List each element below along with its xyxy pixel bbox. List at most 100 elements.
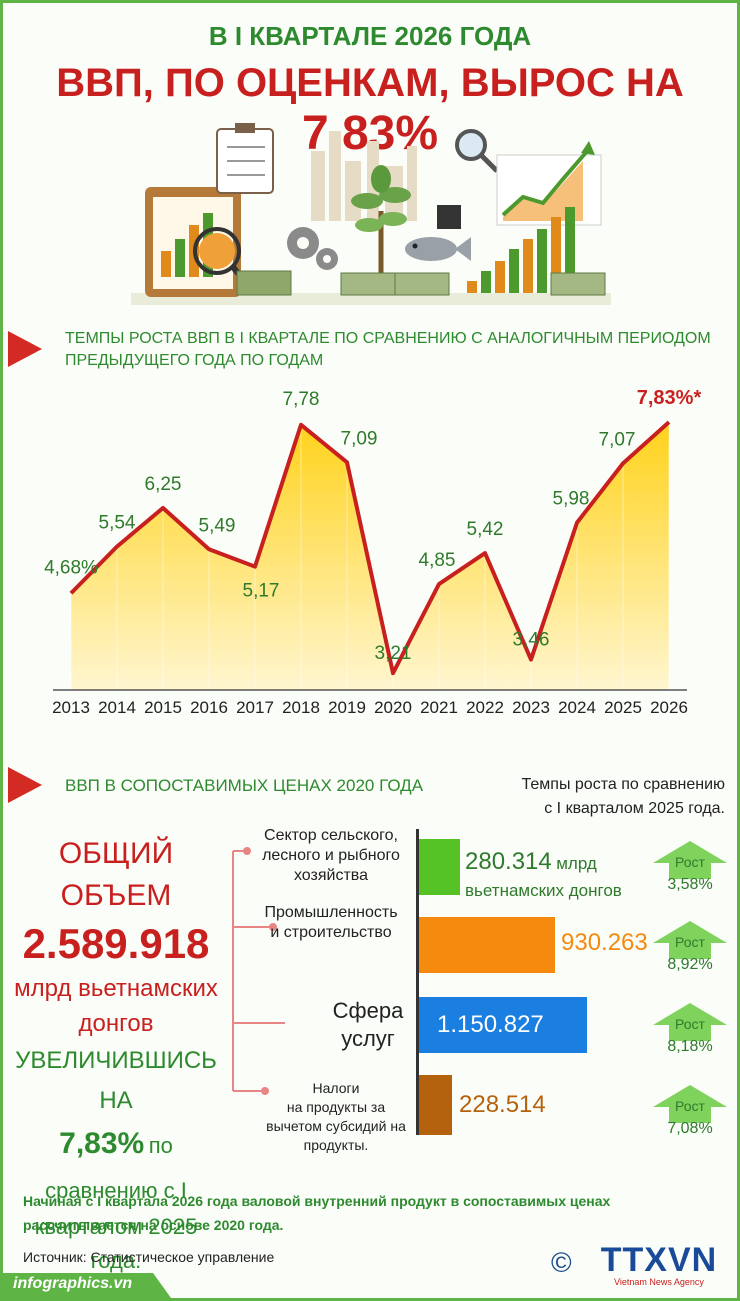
growth-badge-services: Рост 8,18% bbox=[651, 1001, 729, 1056]
sector-label-line: Промышленность bbox=[264, 904, 398, 921]
site-link[interactable]: infographics.vn bbox=[13, 1275, 133, 1292]
sector-bar-taxes bbox=[419, 1075, 452, 1135]
chart-data-label: 7,83%* bbox=[637, 387, 702, 409]
sector-value-unit-line2: вьетнамских донгов bbox=[465, 881, 622, 900]
money-stack-icon bbox=[236, 270, 606, 296]
up-arrow-icon bbox=[653, 841, 727, 879]
microchip-icon bbox=[437, 205, 461, 229]
up-arrow-icon bbox=[653, 1003, 727, 1041]
sector-value-number: 280.314 bbox=[465, 848, 552, 875]
note-line2: рассчитывается на основе 2020 года. bbox=[23, 1217, 284, 1233]
up-arrow-icon bbox=[653, 921, 727, 959]
sector-bar-services bbox=[419, 997, 587, 1053]
growth-caption-line1: Темпы роста по сравнению bbox=[521, 776, 725, 793]
chart-section-title-line2: ПРЕДЫДУЩЕГО ГОДА ПО ГОДАМ bbox=[65, 352, 324, 369]
sector-bar-agriculture bbox=[419, 839, 460, 895]
bar-stack-icon bbox=[467, 207, 575, 293]
chart-data-label: 4,68% bbox=[44, 557, 98, 578]
spacer bbox=[555, 1043, 556, 1044]
sector-label-agriculture: Сектор сельского, лесного и рыбного хозя… bbox=[249, 826, 413, 886]
sector-label-line: на продукты за bbox=[286, 1099, 386, 1115]
gdp-section-title: ВВП В СОПОСТАВИМЫХ ЦЕНАХ 2020 ГОДА bbox=[65, 776, 424, 795]
increase-value: 7,83% bbox=[59, 1127, 145, 1160]
economy-illustration bbox=[131, 123, 611, 305]
source-note: Источник: Статистическое управление bbox=[23, 1249, 275, 1265]
compare-line1: сравнению с I bbox=[45, 1178, 187, 1203]
chart-x-tick: 2025 bbox=[604, 698, 642, 717]
growth-label: Рост bbox=[675, 934, 705, 950]
increase-line: 7,83% по bbox=[7, 1121, 225, 1172]
chart-data-label: 7,78 bbox=[283, 389, 320, 410]
header-line2-prefix: ВВП, ПО ОЦЕНКАМ, ВЫРОС НА bbox=[56, 61, 684, 105]
chart-x-tick: 2014 bbox=[98, 698, 136, 717]
note-line1: Начиная с I квартала 2026 года валовой в… bbox=[23, 1193, 611, 1209]
growth-label: Рост bbox=[675, 1098, 705, 1114]
sector-label-line: Налоги bbox=[312, 1080, 360, 1096]
chart-data-label: 3,46 bbox=[513, 630, 550, 651]
header-line1: В I КВАРТАЛЕ 2026 ГОДА bbox=[208, 21, 532, 51]
sector-bar-industry bbox=[419, 917, 555, 973]
chart-data-label: 3,21 bbox=[375, 643, 412, 664]
sector-value-taxes: 228.514 bbox=[459, 1091, 546, 1118]
compare-line2: кварталом 2025 года. bbox=[34, 1214, 198, 1273]
footer-strip bbox=[3, 1273, 171, 1298]
growth-value: 7,08% bbox=[667, 1120, 713, 1137]
gdp-growth-chart: 4,68% 5,54 6,25 5,49 5,17 7,78 7,09 3,21 4,85 5,4… bbox=[44, 387, 702, 717]
chart-gridlines bbox=[70, 422, 670, 690]
total-label: ОБЩИЙ ОБЪЕМ bbox=[58, 837, 174, 912]
growth-value: 3,58% bbox=[667, 876, 713, 893]
clipboard-chart-icon bbox=[145, 187, 252, 297]
sector-value-services: 1.150.827 bbox=[437, 1011, 544, 1038]
chart-data-label: 7,07 bbox=[599, 429, 636, 450]
chart-x-tick: 2024 bbox=[558, 698, 596, 717]
agency-logo-sub: Vietnam News Agency bbox=[614, 1277, 704, 1287]
growth-chart-icon bbox=[496, 141, 602, 226]
growth-caption: Темпы роста по сравнению с I кварталом 2… bbox=[483, 773, 725, 821]
growth-value: 8,92% bbox=[667, 956, 713, 973]
sector-value-agriculture: 280.314 млрд вьетнамских донгов bbox=[465, 849, 622, 904]
sector-label-taxes: Налоги на продукты за вычетом субсидий н… bbox=[259, 1079, 413, 1155]
chart-data-label: 5,49 bbox=[199, 515, 236, 536]
gears-icon bbox=[287, 227, 338, 270]
chart-series-line bbox=[69, 420, 671, 676]
chart-section-title-line1: ТЕМПЫ РОСТА ВВП В I КВАРТАЛЕ ПО СРАВНЕНИ… bbox=[65, 330, 711, 347]
connector-bracket bbox=[232, 847, 285, 1095]
chart-data-label: 5,17 bbox=[243, 581, 280, 602]
sector-label-line: вычетом субсидий на bbox=[266, 1118, 406, 1134]
growth-badge-agriculture: Рост 3,58% bbox=[651, 839, 729, 894]
chart-data-label: 6,25 bbox=[145, 474, 182, 495]
section-marker-icon-2 bbox=[8, 767, 42, 803]
sector-value-industry: 930.263 bbox=[561, 929, 648, 956]
total-unit-line1: млрд вьетнамских bbox=[14, 975, 218, 1002]
sector-label-line: продукты. bbox=[303, 1137, 369, 1153]
sector-label-line: Сфера bbox=[332, 998, 404, 1023]
chart-x-tick: 2018 bbox=[282, 698, 320, 717]
chart-area-fill bbox=[71, 422, 669, 690]
sector-label-line: услуг bbox=[341, 1026, 395, 1051]
total-unit-line2: донгов bbox=[78, 1010, 154, 1037]
chart-data-label: 7,09 bbox=[341, 428, 378, 449]
chart-x-tick: 2013 bbox=[52, 698, 90, 717]
growth-value: 8,18% bbox=[667, 1038, 713, 1055]
chart-x-tick: 2021 bbox=[420, 698, 458, 717]
agency-logo-text: TTXVN bbox=[600, 1241, 718, 1279]
up-arrow-icon bbox=[653, 1085, 727, 1123]
sector-label-line: Сектор сельского, bbox=[264, 827, 398, 844]
increase-label: УВЕЛИЧИВШИСЬ НА bbox=[15, 1047, 217, 1114]
magnifier-icon bbox=[455, 129, 499, 173]
chart-x-tick: 2020 bbox=[374, 698, 412, 717]
chart-x-tick: 2017 bbox=[236, 698, 274, 717]
chart-data-label: 4,85 bbox=[419, 550, 456, 571]
sector-axis bbox=[416, 829, 419, 1135]
sector-label-line: лесного и рыбного bbox=[262, 847, 400, 864]
fish-icon bbox=[405, 237, 471, 261]
copyright-icon: © bbox=[551, 1247, 572, 1278]
growth-badge-taxes: Рост 7,08% bbox=[651, 1083, 729, 1138]
chart-data-label: 5,98 bbox=[553, 489, 590, 510]
chart-x-tick: 2015 bbox=[144, 698, 182, 717]
methodology-note: Начиная с I квартала 2026 года валовой в… bbox=[23, 1189, 663, 1237]
growth-label: Рост bbox=[675, 1016, 705, 1032]
chart-x-tick: 2023 bbox=[512, 698, 550, 717]
increase-suffix: по bbox=[148, 1133, 173, 1158]
